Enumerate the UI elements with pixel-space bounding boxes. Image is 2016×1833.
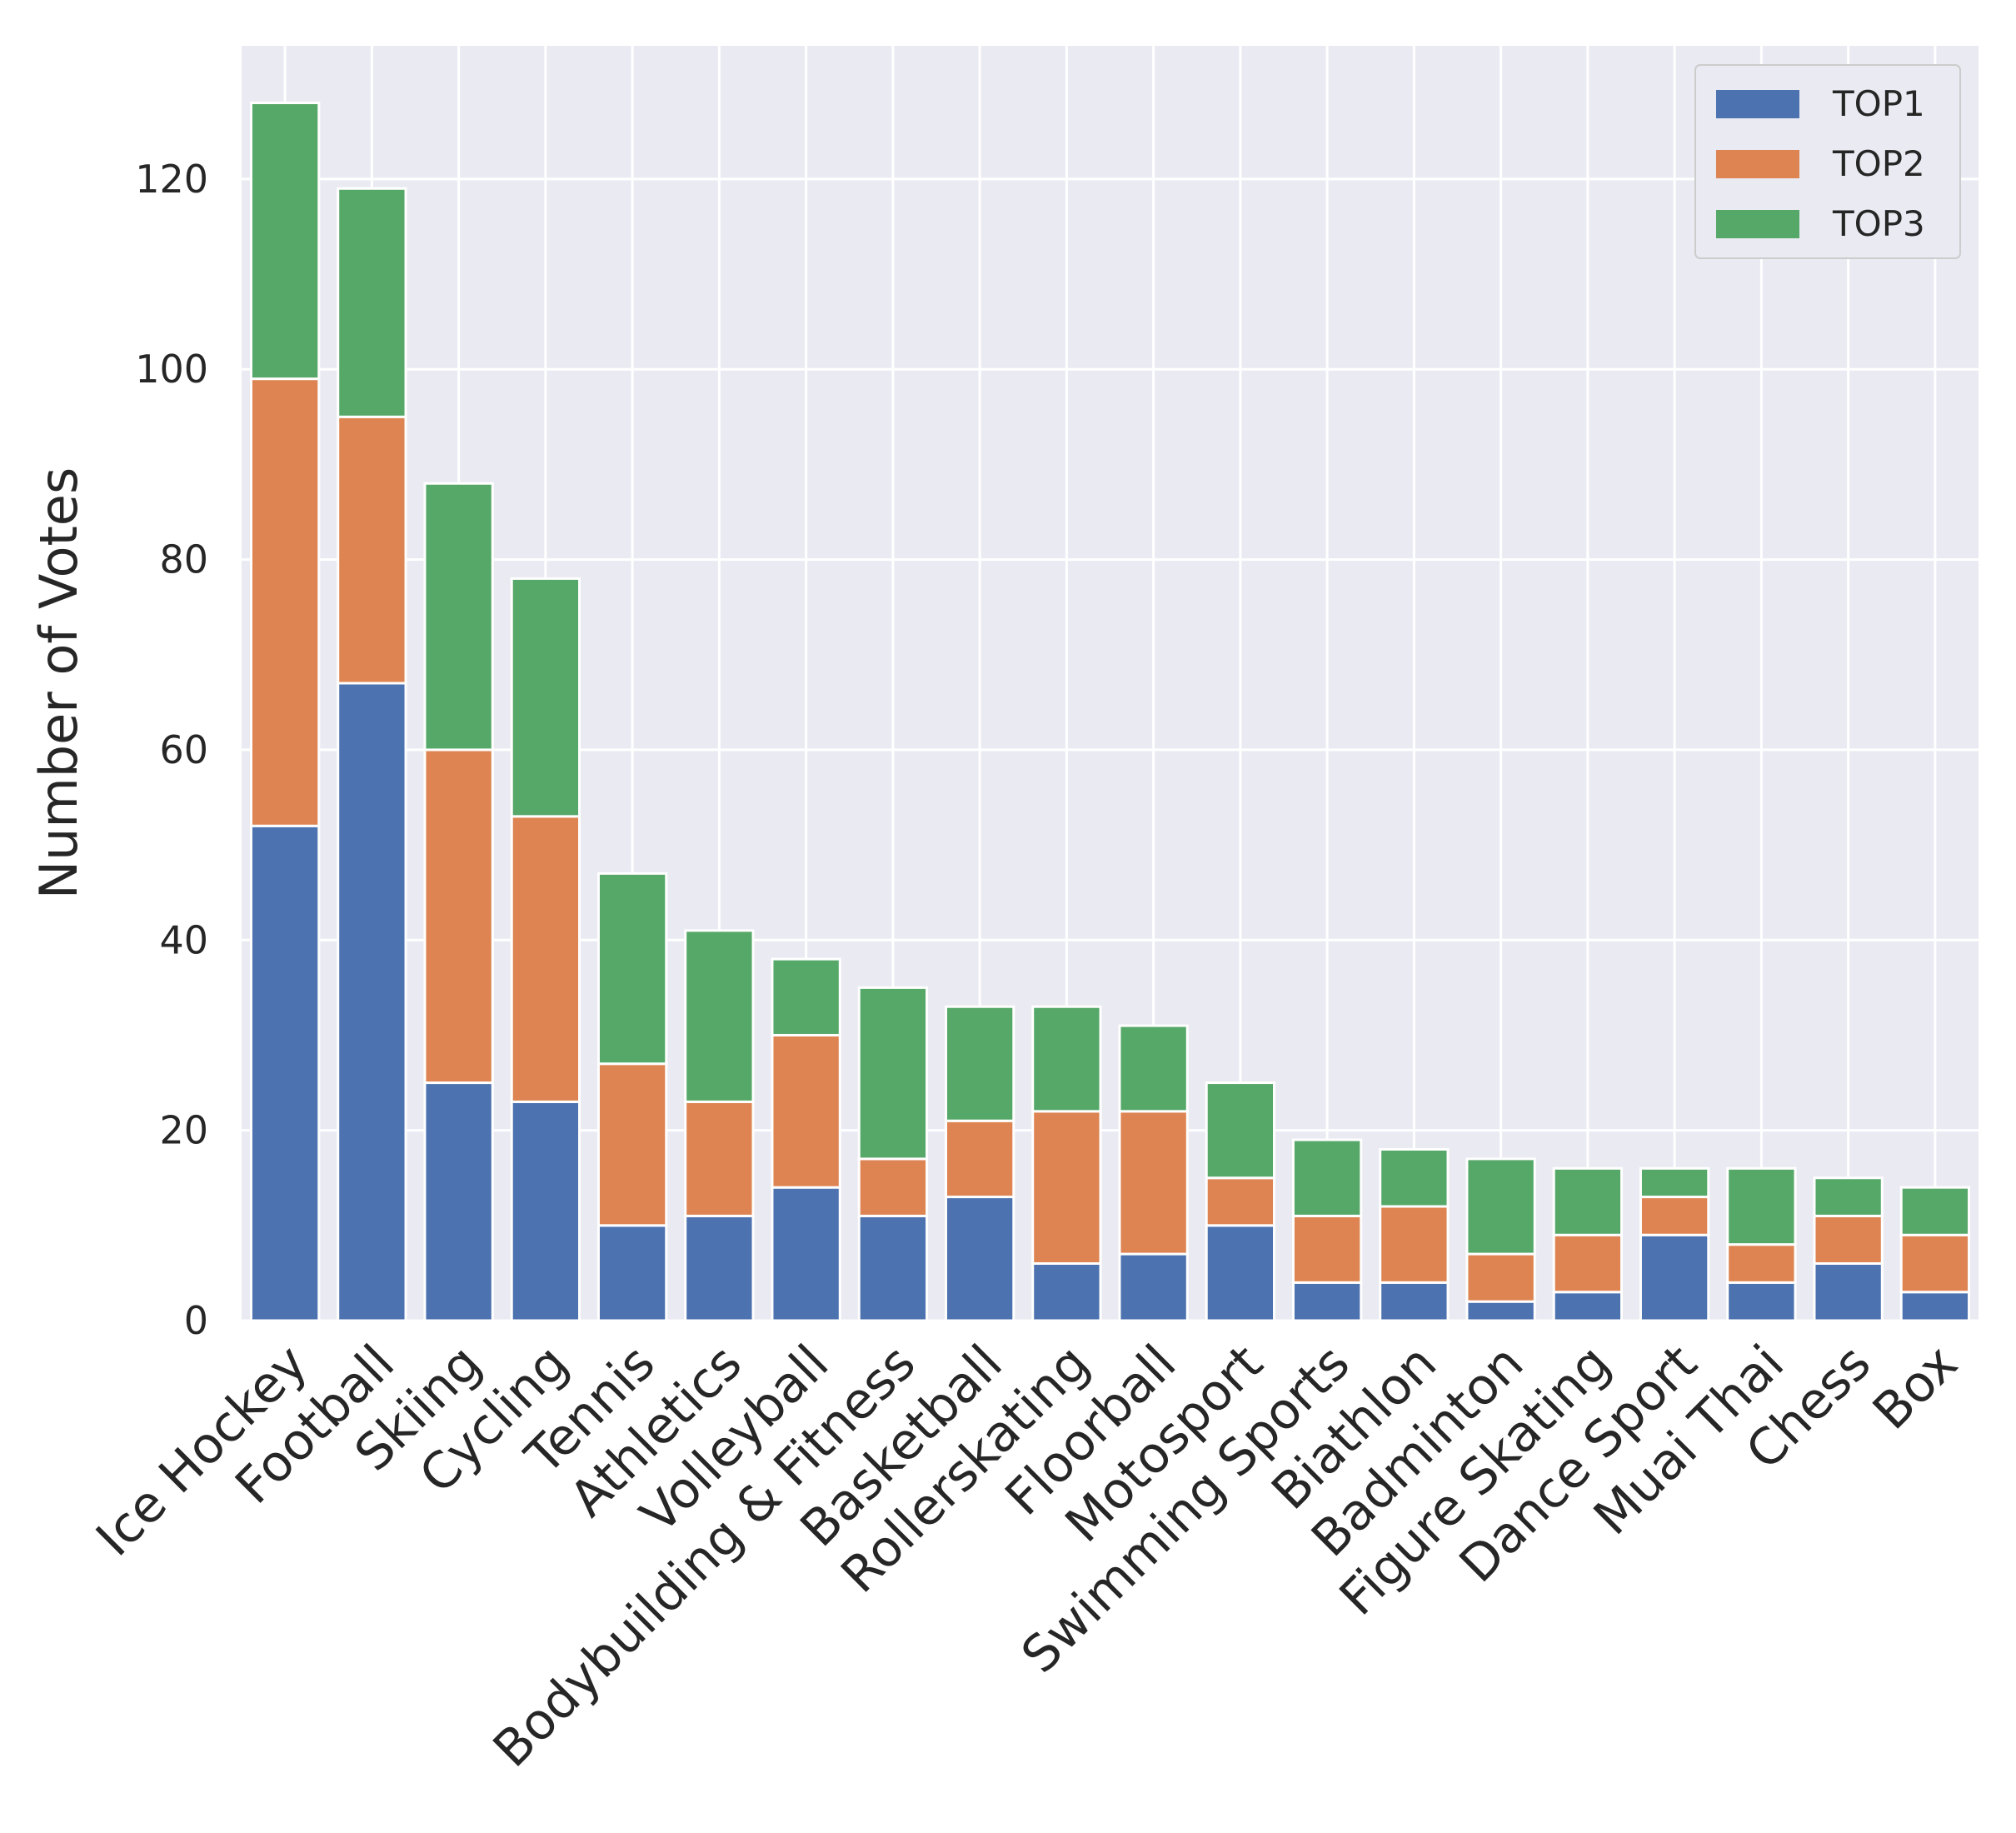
bar-segment bbox=[1465, 1157, 1536, 1256]
y-tick-label: 120 bbox=[135, 157, 208, 202]
bar-segment bbox=[684, 929, 755, 1103]
legend-label: TOP3 bbox=[1832, 203, 1925, 244]
y-tick-label: 0 bbox=[184, 1298, 208, 1343]
bar-segment bbox=[249, 824, 321, 1322]
y-tick-label: 20 bbox=[159, 1108, 208, 1153]
bar-segment bbox=[684, 1214, 755, 1322]
bar-segment bbox=[337, 415, 407, 685]
bar-segment bbox=[1379, 1205, 1450, 1284]
bar-segment bbox=[1639, 1196, 1710, 1236]
bar-segment bbox=[1205, 1176, 1276, 1227]
bar-segment bbox=[857, 1214, 929, 1322]
bar-segment bbox=[1465, 1300, 1536, 1322]
bar-segment bbox=[944, 1005, 1015, 1122]
bar-segment bbox=[944, 1119, 1015, 1199]
bar-segment bbox=[596, 1224, 668, 1322]
bar-segment bbox=[1205, 1081, 1276, 1180]
bar-segment bbox=[510, 1100, 581, 1322]
bar-segment bbox=[944, 1196, 1015, 1322]
bar-segment bbox=[1813, 1214, 1884, 1265]
legend-swatch bbox=[1716, 210, 1799, 238]
bar-segment bbox=[423, 1081, 494, 1322]
y-axis-title: Number of Votes bbox=[28, 467, 89, 900]
bar-segment bbox=[337, 187, 407, 418]
bar-segment bbox=[1291, 1281, 1363, 1322]
bar-segment bbox=[1291, 1214, 1363, 1284]
y-tick-label: 80 bbox=[159, 537, 208, 582]
bar-segment bbox=[1552, 1291, 1624, 1322]
bar-segment bbox=[1031, 1261, 1102, 1322]
bar-segment bbox=[596, 1062, 668, 1227]
bar-segment bbox=[596, 872, 668, 1066]
bar-segment bbox=[1552, 1166, 1624, 1236]
bar-segment bbox=[1899, 1186, 1971, 1236]
y-tick-label: 60 bbox=[159, 727, 208, 772]
bar-segment bbox=[510, 815, 581, 1103]
bar-segment bbox=[249, 102, 321, 381]
bar-segment bbox=[1291, 1138, 1363, 1217]
bar-segment bbox=[857, 1157, 929, 1217]
bar-segment bbox=[1813, 1261, 1884, 1322]
bar-segment bbox=[771, 957, 841, 1036]
x-tick-label: Box bbox=[1862, 1334, 1969, 1441]
bar-segment bbox=[1118, 1252, 1189, 1322]
bar-segment bbox=[1639, 1233, 1710, 1322]
bar-segment bbox=[1552, 1233, 1624, 1294]
bar-segment bbox=[1118, 1024, 1189, 1113]
bar-segment bbox=[1726, 1281, 1797, 1322]
bar-segment bbox=[1726, 1166, 1797, 1246]
bar-segment bbox=[1031, 1005, 1102, 1113]
bar-segment bbox=[1813, 1176, 1884, 1217]
bar-segment bbox=[1118, 1110, 1189, 1256]
bar-segment bbox=[1726, 1243, 1797, 1284]
bar-segment bbox=[1899, 1233, 1971, 1294]
bar-segment bbox=[510, 577, 581, 818]
bar-segment bbox=[423, 482, 494, 752]
bar-segment bbox=[684, 1100, 755, 1217]
bar-segment bbox=[249, 377, 321, 827]
x-axis-ticks: Ice HockeyFootballSkiingCyclingTennisAth… bbox=[85, 1334, 1969, 1779]
legend: TOP1 TOP2 TOP3 bbox=[1694, 64, 1961, 259]
bar-segment bbox=[1205, 1224, 1276, 1322]
bar-segment bbox=[1379, 1281, 1450, 1322]
y-axis-ticks: 0 20 40 60 80 100 120 bbox=[135, 157, 208, 1343]
bar-segment bbox=[1899, 1291, 1971, 1322]
legend-label: TOP1 bbox=[1832, 83, 1925, 124]
y-tick-label: 100 bbox=[135, 347, 208, 392]
bar-segment bbox=[771, 1186, 841, 1322]
bar-segment bbox=[1031, 1110, 1102, 1265]
bar-segment bbox=[1379, 1147, 1450, 1208]
bars bbox=[249, 102, 1971, 1322]
bar-segment bbox=[423, 748, 494, 1085]
bar-segment bbox=[771, 1033, 841, 1189]
bar-segment bbox=[1465, 1252, 1536, 1303]
legend-swatch bbox=[1716, 90, 1799, 118]
legend-swatch bbox=[1716, 150, 1799, 178]
legend-label: TOP2 bbox=[1832, 143, 1925, 184]
y-tick-label: 40 bbox=[159, 917, 208, 962]
bar-segment bbox=[1639, 1166, 1710, 1199]
bar-segment bbox=[857, 986, 929, 1161]
bar-segment bbox=[337, 682, 407, 1322]
